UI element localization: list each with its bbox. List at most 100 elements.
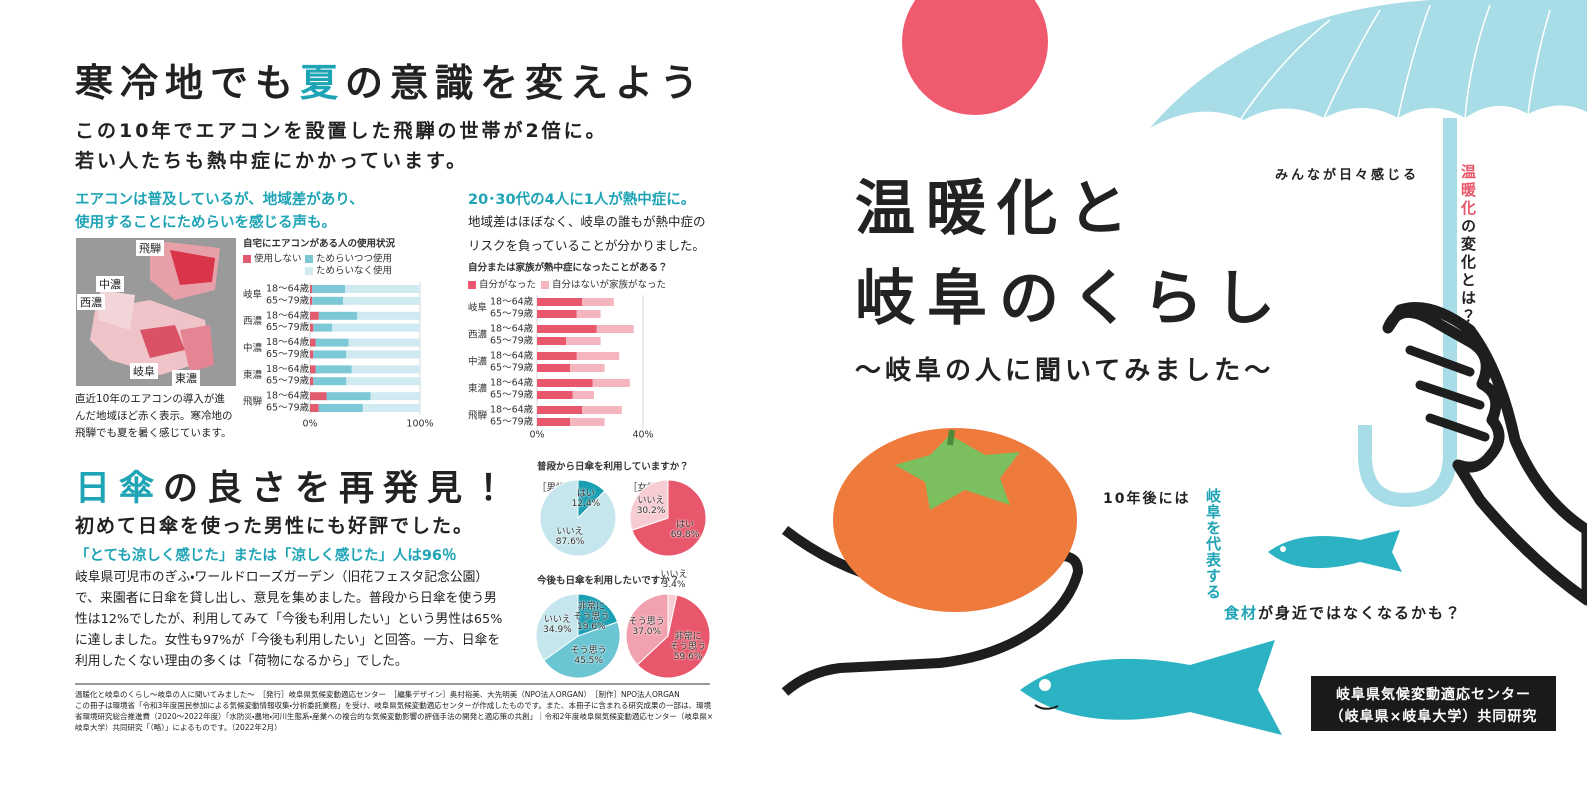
category-label: 18〜64歳 (490, 404, 534, 416)
footer-line: 温暖化と岐阜のくらし〜岐阜の人に聞いてみました〜 ［発行］岐阜県気候変動適応セン… (75, 690, 680, 699)
bar-segment (312, 285, 346, 293)
bar-segment (310, 404, 319, 412)
bar-segment (537, 310, 577, 318)
pie-slice (543, 621, 621, 679)
text-part: が身近ではなくなるかも？ (1258, 604, 1463, 622)
category-label: 18〜64歳 (490, 296, 534, 308)
category-label: 65〜79歳 (490, 416, 534, 428)
group-label: 西濃 (468, 329, 488, 341)
future-vertical: 岐阜を代表する (1204, 488, 1222, 600)
category-label: 65〜79歳 (490, 389, 534, 401)
category-label: 65〜79歳 (266, 321, 310, 333)
section-text: 地域差はほぼなく、岐阜の誰もが熱中症のリスクを負っていることが分かりました。 (468, 214, 706, 253)
category-label: 65〜79歳 (266, 375, 310, 387)
bar-segment (566, 337, 601, 345)
legend-swatch (541, 281, 549, 289)
cover-title: 岐阜のくらし (855, 264, 1287, 334)
bar-segment (370, 392, 420, 401)
title-part: 寒冷地でも (75, 61, 301, 105)
map-label: 飛騨 (136, 240, 164, 256)
bar-segment (537, 325, 597, 333)
text-part: の変化とは？ (1459, 218, 1477, 326)
group-label: 飛騨 (468, 410, 488, 422)
title-part: の意識を変えよう (345, 61, 706, 105)
bar-segment (318, 404, 363, 412)
pie-slice (625, 593, 669, 666)
category-label: 65〜79歳 (490, 308, 534, 320)
bar-segment (310, 285, 313, 293)
legend-swatch (305, 255, 313, 263)
bar-segment (345, 285, 420, 293)
x-tick-label: 0% (529, 430, 544, 441)
bar-segment (318, 311, 358, 320)
bar-segment (351, 365, 420, 374)
category-label: 18〜64歳 (266, 309, 310, 321)
credit-line: 岐阜県気候変動適応センター (1336, 687, 1531, 703)
bar-segment (315, 338, 349, 347)
bar-segment (537, 337, 567, 345)
section-heading: エアコンは普及しているが、地域差があり、 (75, 192, 364, 208)
category-label: 18〜64歳 (490, 377, 534, 389)
map-label: 岐阜 (130, 363, 158, 379)
bar-segment (310, 338, 316, 347)
map-label: 西濃 (77, 294, 105, 310)
category-label: 65〜79歳 (490, 362, 534, 374)
parasol-body: 岐阜県可児市のぎふ・ワールドローズガーデン（旧花フェスタ記念公園）で、来園者に日… (75, 570, 503, 669)
legend-swatch (243, 255, 251, 263)
category-label: 18〜64歳 (266, 283, 310, 295)
category-label: 65〜79歳 (266, 402, 310, 414)
bar-segment (537, 418, 571, 426)
group-label: 中濃 (468, 356, 488, 368)
cover-title: 温暖化と (855, 174, 1139, 244)
bar-segment (343, 296, 420, 305)
legend-swatch (468, 281, 476, 289)
legend-label: ためらいつつ使用 (316, 253, 392, 265)
page-title: 寒冷地でも夏の意識を変えよう (75, 52, 705, 107)
bar-segment (572, 391, 594, 399)
category-label: 18〜64歳 (266, 336, 310, 348)
lead-line: この10年でエアコンを設置した飛騨の世帯が2倍に。 (75, 120, 608, 142)
chart-title: 普段から日傘を利用していますか？ (537, 461, 689, 473)
text-part: 温暖化 (1459, 164, 1477, 218)
title-part: の良さを再発見！ (163, 469, 516, 509)
bar-segment (310, 311, 319, 320)
parasol-subtitle: 初めて日傘を使った男性にも好評でした。 (75, 515, 475, 537)
parasol-highlight: 「とても涼しく感じた」または「涼しく感じた」人は96％ (75, 548, 457, 564)
map-region (170, 250, 215, 285)
bar-segment (576, 352, 620, 360)
lead-line: 若い人たちも熱中症にかかっています。 (75, 150, 469, 172)
bar-segment (582, 406, 622, 414)
bar-segment (362, 404, 420, 412)
category-label: 65〜79歳 (490, 335, 534, 347)
chart-title: 今後も日傘を利用したいですか？ (537, 575, 679, 587)
map-region (98, 290, 135, 330)
large-fish-eye (1039, 679, 1051, 691)
category-label: 18〜64歳 (490, 350, 534, 362)
title-part: 日傘 (75, 469, 164, 509)
pie-slice (629, 479, 669, 531)
bar-segment (310, 350, 314, 359)
bar-segment (310, 323, 314, 332)
bar-segment (576, 310, 601, 318)
group-label: 岐阜 (468, 302, 487, 314)
x-tick-label: 100% (406, 419, 433, 430)
bar-segment (596, 325, 634, 333)
bar-segment (357, 311, 420, 320)
credit-box (1311, 676, 1556, 731)
group-label: 中濃 (243, 342, 263, 354)
map-label: 中濃 (96, 276, 124, 292)
future-tail: 食材が身近ではなくなるかも？ (1224, 602, 1462, 623)
footer-line: この冊子は環境省「令和3年度国民参加による気候変動情報収集・分析委託業務」を受け… (75, 701, 714, 732)
map-region (180, 325, 214, 372)
group-label: 東濃 (468, 383, 488, 395)
pie-slice (636, 594, 711, 679)
chart-title: 自宅にエアコンがある人の使用状況 (243, 238, 396, 250)
group-label: 東濃 (243, 369, 263, 381)
bar-segment (537, 298, 583, 306)
bar-segment (313, 323, 332, 332)
category-label: 18〜64歳 (266, 390, 310, 402)
category-label: 18〜64歳 (490, 323, 534, 335)
